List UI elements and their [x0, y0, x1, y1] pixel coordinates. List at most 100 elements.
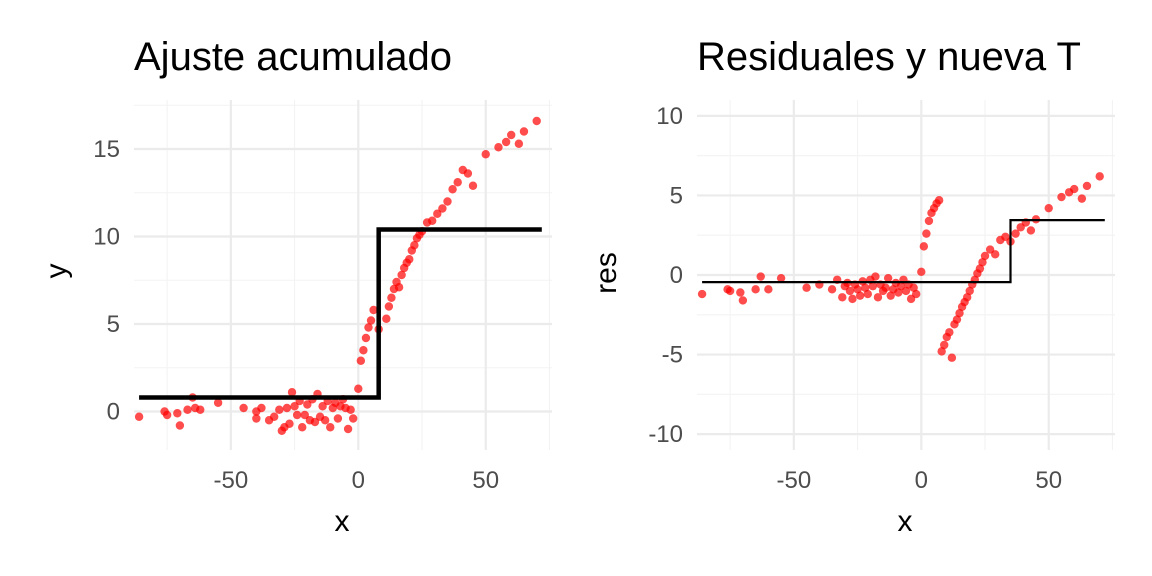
data-point [868, 281, 878, 291]
data-point [433, 209, 442, 218]
data-point [320, 416, 330, 425]
data-point [871, 272, 880, 281]
data-point [965, 286, 974, 296]
data-point [343, 424, 353, 434]
data-point [196, 405, 205, 414]
data-point [438, 204, 447, 213]
data-point [853, 285, 862, 294]
data-point [845, 286, 855, 296]
x-axis-label: x [898, 505, 913, 538]
data-point [1044, 203, 1053, 213]
data-point [776, 273, 786, 283]
data-point [883, 273, 893, 283]
data-point [756, 272, 765, 281]
data-point [751, 285, 760, 294]
data-point [917, 267, 926, 277]
y-tick-label: -10 [648, 421, 683, 448]
data-point [134, 412, 144, 421]
y-tick-label: -5 [662, 342, 683, 369]
data-point [287, 388, 297, 397]
data-point [397, 270, 406, 280]
data-point [346, 405, 355, 414]
x-tick-label: -50 [214, 467, 249, 494]
data-point [873, 293, 883, 302]
y-tick-label: 10 [93, 224, 120, 251]
data-point [980, 251, 990, 261]
data-point [494, 143, 503, 152]
y-tick-label: 0 [107, 399, 120, 426]
data-point [275, 405, 284, 414]
data-point [405, 255, 414, 264]
data-point [991, 250, 1000, 259]
data-point [940, 340, 949, 350]
data-point [481, 150, 490, 159]
y-axis-label: res [590, 252, 623, 294]
data-point [387, 293, 396, 302]
data-point [802, 283, 811, 292]
data-point [310, 417, 320, 427]
y-tick-label: 0 [670, 262, 683, 289]
data-point [886, 291, 895, 300]
data-point [855, 291, 865, 300]
data-point [738, 296, 748, 305]
data-point [290, 402, 299, 411]
data-point [911, 289, 921, 299]
data-point [1077, 194, 1087, 203]
plot-series [697, 172, 1105, 362]
data-point [173, 409, 182, 418]
data-point [298, 423, 307, 432]
data-point [697, 289, 707, 299]
data-point [257, 403, 266, 413]
data-point [764, 285, 773, 294]
data-point [239, 403, 248, 413]
data-point [285, 419, 294, 428]
data-point [183, 405, 192, 414]
data-point [947, 353, 957, 362]
data-point [394, 283, 404, 292]
data-point [453, 178, 462, 187]
data-point [384, 302, 394, 311]
data-point [962, 293, 972, 302]
data-point [507, 130, 516, 140]
data-point [366, 316, 376, 325]
data-point [952, 315, 962, 324]
data-point [922, 229, 931, 238]
data-point [924, 216, 934, 226]
y-tick-label: 5 [107, 311, 120, 338]
x-tick-label: 50 [472, 467, 499, 494]
axis-ticks: -50 0 50 0 5 10 15 [93, 136, 499, 494]
data-point [919, 242, 929, 251]
data-point [162, 410, 172, 420]
data-point [348, 414, 358, 423]
data-point [443, 197, 452, 206]
data-point [937, 347, 946, 356]
fitted-step-line [139, 227, 542, 400]
x-tick-label: 0 [915, 467, 928, 494]
data-point [300, 410, 309, 420]
data-point [881, 283, 890, 292]
data-point [463, 169, 473, 178]
data-point [894, 288, 903, 297]
data-point [175, 421, 185, 430]
data-point [252, 414, 261, 423]
y-tick-label: 5 [670, 182, 683, 209]
y-tick-label: 10 [656, 103, 683, 130]
data-point [955, 308, 964, 318]
data-point [945, 328, 954, 337]
plot-grid [697, 100, 1115, 450]
data-point [863, 289, 872, 299]
data-point [428, 216, 437, 225]
data-point [736, 288, 745, 297]
data-point [909, 283, 918, 292]
data-point [934, 196, 944, 205]
data-point [292, 410, 302, 420]
data-point [501, 137, 511, 147]
data-point [1057, 192, 1066, 202]
data-point [978, 258, 987, 267]
y-tick-label: 15 [93, 136, 120, 163]
data-point [725, 286, 735, 296]
data-point [364, 323, 373, 332]
